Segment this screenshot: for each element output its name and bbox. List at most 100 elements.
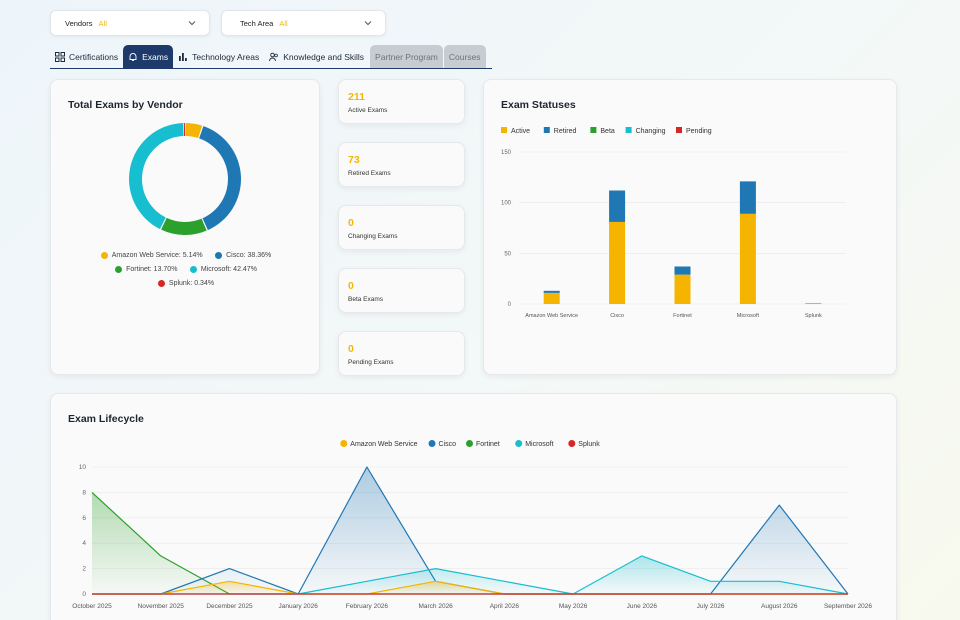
legend-dot — [189, 266, 197, 273]
pending-exams-stat: 0 Pending Exams — [338, 331, 465, 376]
donut-slice — [185, 123, 203, 139]
legend-dot — [466, 440, 473, 447]
total-exams-card: Total Exams by Vendor Amazon Web Service… — [50, 79, 320, 375]
legend-label: Pending — [686, 128, 712, 135]
tab-technology-areas[interactable]: Technology Areas — [173, 45, 264, 68]
x-tick-label: April 2026 — [490, 603, 520, 610]
y-tick-label: 50 — [504, 251, 511, 257]
tab-courses[interactable]: Courses — [443, 45, 486, 68]
card-title: Exam Lifecycle — [68, 413, 144, 425]
legend-label: Changing — [636, 128, 666, 135]
x-tick-label: December 2025 — [206, 603, 253, 610]
stat-label: Changing Exams — [348, 233, 398, 240]
legend-dot — [157, 280, 165, 287]
tab-certifications[interactable]: Certifications — [50, 45, 123, 68]
series-area — [92, 492, 848, 594]
y-tick-label: 4 — [82, 540, 86, 547]
x-tick-label: October 2025 — [72, 603, 112, 610]
legend-label: Fortinet — [476, 441, 500, 448]
x-tick-label: Cisco — [610, 313, 624, 319]
legend-label: Amazon Web Service: 5.14% — [111, 252, 203, 259]
donut-slice — [161, 217, 207, 235]
active-exams-stat: 211 Active Exams — [338, 79, 465, 124]
tech-area-filter[interactable]: Tech Area All — [221, 10, 386, 36]
tab-exams[interactable]: Exams — [123, 45, 174, 68]
y-tick-label: 2 — [82, 566, 86, 573]
retired-exams-stat: 73 Retired Exams — [338, 142, 465, 187]
x-tick-label: Amazon Web Service — [525, 313, 578, 319]
legend-item-aws[interactable]: Amazon Web Service: 5.14% — [100, 249, 203, 262]
vendors-filter-value: All — [98, 18, 107, 28]
legend-swatch — [543, 127, 550, 133]
x-tick-label: June 2026 — [627, 603, 658, 610]
legend-label: Active — [511, 128, 530, 135]
x-tick-label: August 2026 — [761, 603, 798, 610]
y-tick-label: 6 — [82, 515, 86, 522]
changing-exams-stat: 0 Changing Exams — [338, 205, 465, 250]
tab-label: Technology Areas — [192, 51, 260, 62]
bar-segment — [543, 290, 560, 293]
tab-label: Knowledge and Skills — [283, 51, 365, 62]
bar-segment — [609, 190, 626, 222]
card-title: Total Exams by Vendor — [68, 99, 183, 111]
stat-value: 0 — [348, 217, 354, 229]
legend-dot — [568, 440, 576, 447]
donut-legend: Amazon Web Service: 5.14% Cisco: 38.36% … — [61, 248, 311, 290]
stat-value: 211 — [348, 91, 365, 103]
tab-knowledge-and-skills[interactable]: Knowledge and Skills — [264, 45, 369, 68]
bar-segment — [674, 274, 691, 304]
legend-dot — [340, 440, 348, 447]
grid-icon — [55, 51, 65, 62]
tech-area-filter-value: All — [279, 18, 288, 28]
chevron-down-icon — [188, 21, 196, 26]
legend-dot — [100, 252, 108, 259]
legend-dot — [115, 266, 123, 273]
stat-label: Beta Exams — [348, 296, 384, 303]
vendors-filter[interactable]: Vendors All — [50, 10, 210, 36]
tech-area-filter-label: Tech Area — [240, 18, 274, 28]
bar-chart-icon — [179, 52, 187, 61]
x-tick-label: Microsoft — [737, 313, 760, 319]
beta-exams-stat: 0 Beta Exams — [338, 268, 465, 313]
legend-dot — [428, 440, 436, 447]
legend-swatch — [590, 127, 597, 133]
legend-item-splunk[interactable]: Splunk: 0.34% — [157, 277, 215, 290]
legend-dot — [215, 252, 223, 259]
y-tick-label: 10 — [79, 464, 87, 471]
legend-label: Microsoft — [525, 441, 553, 448]
legend-label: Splunk: 0.34% — [168, 280, 215, 287]
legend-dot — [515, 440, 523, 447]
legend-item-microsoft[interactable]: Microsoft: 42.47% — [189, 263, 257, 276]
legend-item-fortinet[interactable]: Fortinet: 13.70% — [115, 263, 177, 276]
vendors-filter-label: Vendors — [65, 18, 93, 28]
tab-label: Partner Program — [375, 51, 438, 62]
legend-label: Retired — [554, 128, 577, 135]
x-tick-label: Splunk — [805, 313, 822, 319]
legend-label: Beta — [600, 128, 615, 135]
exam-statuses-card: Exam Statuses Active Retired Beta Changing P… — [483, 79, 897, 375]
donut-chart — [129, 122, 241, 235]
users-icon — [269, 52, 279, 61]
legend-swatch — [676, 127, 682, 133]
bar-segment — [805, 302, 822, 304]
stat-label: Retired Exams — [348, 170, 391, 177]
x-tick-label: July 2026 — [697, 603, 725, 610]
x-tick-label: January 2026 — [278, 603, 318, 610]
x-tick-label: February 2026 — [346, 603, 389, 610]
x-tick-label: March 2026 — [418, 603, 453, 610]
bell-icon — [129, 52, 137, 61]
legend-label: Amazon Web Service — [350, 441, 417, 448]
stat-label: Active Exams — [348, 107, 388, 114]
bar-segment — [674, 266, 691, 275]
exam-lifecycle-card: Exam Lifecycle Amazon Web Service Cisco Fo… — [50, 393, 897, 620]
donut-slice — [199, 126, 241, 231]
chevron-down-icon — [364, 21, 372, 26]
bar-segment — [739, 181, 756, 214]
stat-value: 0 — [348, 280, 354, 292]
tab-partner-program[interactable]: Partner Program — [370, 45, 443, 68]
legend-item-cisco[interactable]: Cisco: 38.36% — [215, 249, 271, 262]
tab-label: Exams — [142, 51, 169, 62]
x-tick-label: September 2026 — [824, 603, 872, 610]
stat-value: 73 — [348, 154, 360, 166]
legend-label: Cisco — [439, 441, 457, 448]
